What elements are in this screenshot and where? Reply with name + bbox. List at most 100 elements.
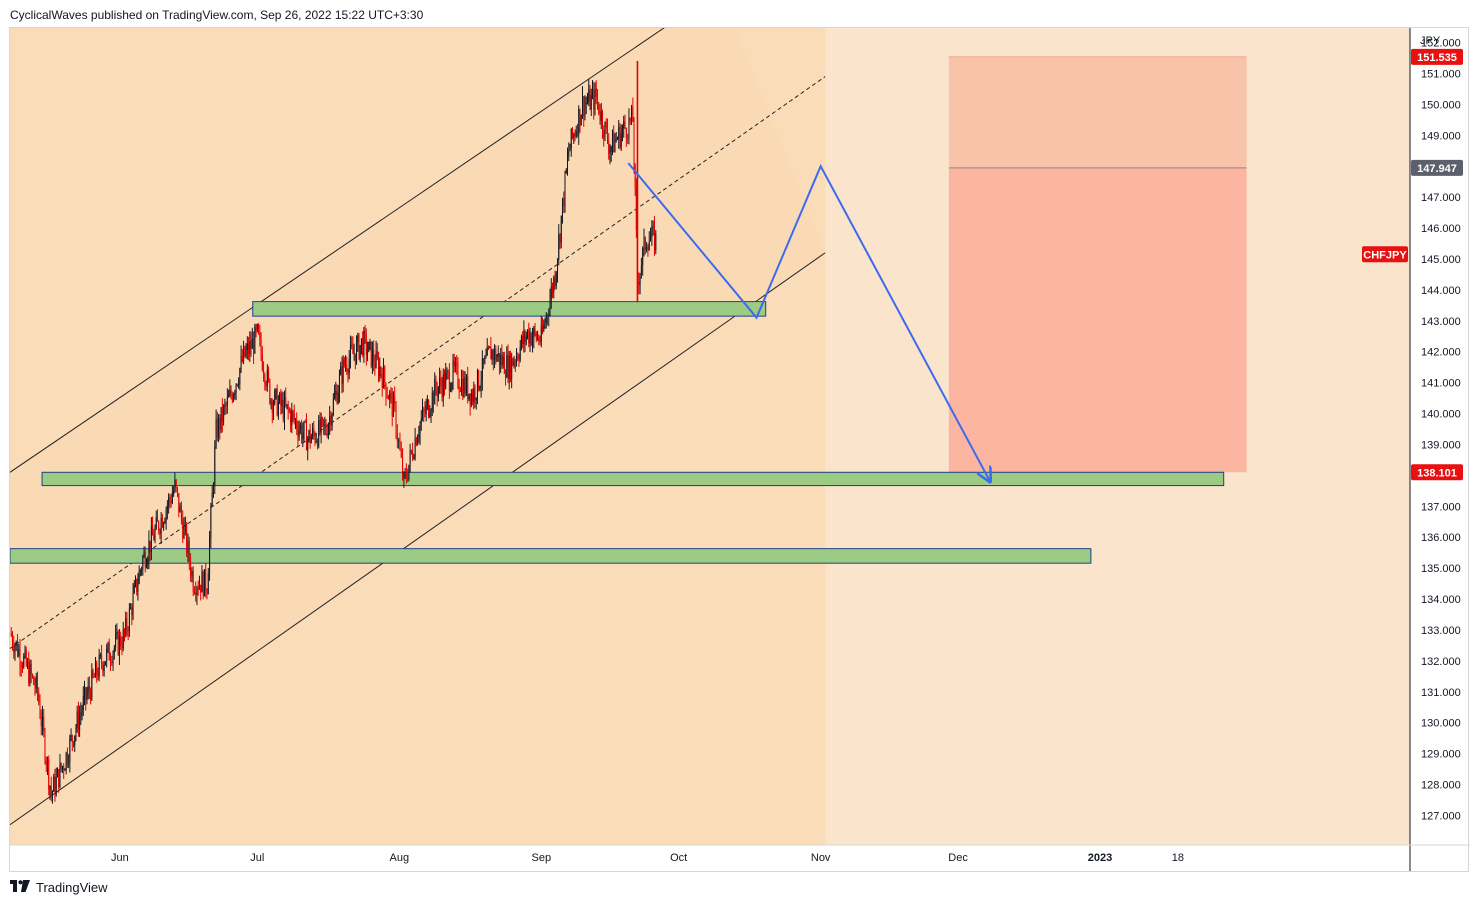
candle-body — [601, 111, 603, 131]
candle-body — [23, 656, 25, 668]
candle-body — [73, 741, 75, 746]
candle-body — [508, 355, 510, 380]
candle-body — [386, 396, 388, 398]
candle-body — [315, 440, 317, 442]
candle-body — [391, 393, 393, 417]
candle-body — [652, 226, 654, 228]
candle-body — [143, 551, 145, 557]
x-tick-label: Dec — [948, 852, 968, 864]
candle-body — [211, 492, 213, 507]
candle-body — [323, 419, 325, 426]
support-zone-1[interactable] — [252, 301, 767, 317]
candle-body — [256, 324, 258, 331]
candle-body — [453, 360, 455, 367]
currency-label: JPY — [1420, 35, 1441, 47]
candle-body — [307, 439, 309, 451]
candle-body — [48, 759, 50, 790]
candle-body — [299, 424, 301, 430]
candle-body — [549, 299, 551, 315]
candle-body — [176, 487, 178, 493]
candle-body — [110, 660, 112, 662]
candle-body — [450, 389, 452, 391]
candle-body — [569, 147, 571, 152]
candle-body — [268, 370, 270, 380]
candle-body — [478, 370, 480, 390]
candle-body — [285, 397, 287, 406]
candle-body — [605, 121, 607, 128]
candle-body — [310, 436, 312, 443]
candle-body — [351, 344, 353, 347]
candle-body — [74, 735, 76, 746]
price-tag-middle[interactable]: 147.947 — [1411, 159, 1463, 176]
symbol-tag[interactable]: CHFJPY — [1362, 246, 1408, 263]
candle-body — [216, 419, 218, 439]
candle-body — [82, 696, 84, 711]
candle-body — [480, 380, 482, 388]
candle-body — [559, 234, 561, 243]
candle-body — [619, 126, 621, 148]
channel-midline[interactable] — [10, 76, 826, 649]
candle-body — [552, 286, 554, 293]
candle-body — [542, 325, 544, 331]
candle-body — [434, 379, 436, 405]
candle-body — [373, 349, 375, 364]
y-tick-label: 129.000 — [1421, 749, 1461, 761]
candle-body — [226, 397, 228, 406]
candle-body — [573, 134, 575, 138]
projection-path[interactable] — [627, 162, 990, 481]
candle-body — [562, 198, 564, 216]
candle-body — [236, 384, 238, 386]
candle-body — [517, 355, 519, 359]
candle-body — [483, 358, 485, 364]
candle-body — [543, 324, 545, 331]
candle-body — [425, 404, 427, 414]
price-tag-upper[interactable]: 151.535 — [1411, 48, 1463, 65]
candle-body — [572, 128, 574, 138]
candle-body — [19, 649, 21, 666]
candle-body — [399, 440, 401, 450]
candle-body — [209, 538, 211, 574]
candle-body — [148, 540, 150, 560]
channel-upper-line[interactable] — [10, 0, 720, 473]
candle-body — [345, 364, 347, 366]
candle-body — [65, 752, 67, 770]
support-zone-3[interactable] — [10, 548, 1092, 564]
candle-body — [84, 687, 86, 697]
candle-body — [452, 360, 454, 384]
footer-brand-text[interactable]: TradingView — [36, 880, 108, 895]
channel-fill — [10, 28, 826, 825]
candle-body — [248, 343, 250, 355]
candle-body — [260, 337, 262, 354]
candle-body — [293, 413, 295, 420]
candle-body — [496, 357, 498, 362]
candle-body — [588, 89, 590, 102]
price-tag-bg — [1411, 159, 1463, 176]
candle-body — [334, 394, 336, 399]
candle-body — [228, 395, 230, 398]
candle-body — [193, 591, 195, 593]
candle-body — [384, 366, 386, 384]
candle-body — [395, 403, 397, 434]
candle-body — [558, 234, 560, 260]
y-tick-label: 140.000 — [1421, 409, 1461, 421]
y-tick-label: 132.000 — [1421, 656, 1461, 668]
candle-body — [413, 457, 415, 459]
target-zone[interactable] — [948, 167, 1247, 473]
candle-body — [539, 341, 541, 343]
candle-body — [112, 652, 114, 664]
candle-body — [71, 735, 73, 742]
support-zone-2[interactable] — [41, 471, 1225, 487]
price-tag-lower[interactable]: 138.101 — [1411, 464, 1463, 481]
candle-body — [623, 121, 625, 129]
chart-frame[interactable] — [9, 27, 1469, 872]
candle-body — [43, 715, 45, 732]
candle-body — [590, 94, 592, 110]
candle-body — [616, 138, 618, 140]
candle-body — [618, 126, 620, 139]
stop-zone[interactable] — [948, 56, 1247, 168]
candle-body — [596, 97, 598, 102]
candle-body — [530, 333, 532, 345]
candle-body — [24, 650, 26, 657]
channel-lower-line[interactable] — [10, 252, 826, 826]
